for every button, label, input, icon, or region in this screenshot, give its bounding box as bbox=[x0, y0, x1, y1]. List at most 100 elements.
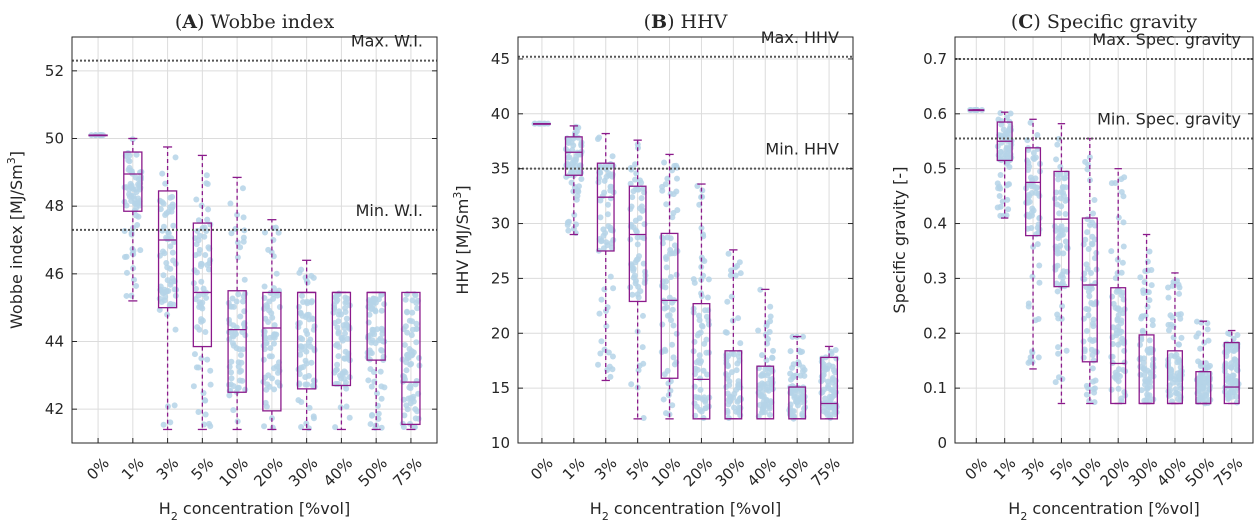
scatter-point bbox=[598, 338, 605, 345]
scatter-point bbox=[565, 139, 572, 146]
scatter-point bbox=[297, 309, 304, 316]
box-rect bbox=[1223, 341, 1240, 405]
scatter-point bbox=[1234, 332, 1241, 339]
title-letter: C bbox=[1018, 11, 1033, 33]
scatter-point bbox=[236, 368, 243, 375]
scatter-point bbox=[595, 179, 602, 186]
panel-title: (C) Specific gravity bbox=[1011, 11, 1198, 33]
scatter-point bbox=[403, 308, 410, 315]
x-tick-label: 20% bbox=[680, 454, 716, 490]
scatter-point bbox=[331, 319, 338, 326]
scatter-point bbox=[728, 350, 735, 357]
scatter-point bbox=[604, 201, 611, 208]
x-tick-label: 0% bbox=[83, 454, 113, 484]
scatter-point bbox=[634, 234, 641, 241]
scatter-point bbox=[831, 406, 838, 413]
scatter-point bbox=[128, 292, 135, 299]
boxes bbox=[532, 123, 839, 420]
scatter-point bbox=[202, 328, 209, 335]
scatter-point bbox=[1059, 279, 1066, 286]
y-tick-label: 0 bbox=[937, 434, 947, 452]
scatter-point bbox=[238, 359, 245, 366]
scatter-point bbox=[1031, 156, 1038, 163]
box-3pct bbox=[1025, 118, 1042, 370]
scatter-point bbox=[600, 226, 607, 233]
scatter-point bbox=[1052, 379, 1059, 386]
scatter-point bbox=[825, 378, 832, 385]
scatter-point bbox=[1121, 174, 1128, 181]
scatter-point bbox=[1139, 328, 1146, 335]
scatter-point bbox=[366, 347, 373, 354]
panel-c: Max. Spec. gravity Min. Spec. gravity 0 0.1… bbox=[890, 11, 1254, 523]
scatter-point bbox=[1140, 359, 1147, 366]
scatter-point bbox=[703, 349, 710, 356]
scatter-point bbox=[302, 381, 309, 388]
scatter-point bbox=[234, 239, 241, 246]
scatter-point bbox=[306, 404, 313, 411]
axes-frame bbox=[517, 36, 854, 444]
scatter-point bbox=[1025, 300, 1032, 307]
scatter-point bbox=[730, 394, 737, 401]
title-text: Wobbe index bbox=[210, 11, 334, 33]
scatter-point bbox=[308, 272, 315, 279]
scatter-point bbox=[695, 330, 702, 337]
scatter-point bbox=[767, 303, 774, 310]
scatter-point bbox=[821, 365, 828, 372]
scatter-point bbox=[1233, 343, 1240, 350]
scatter-point bbox=[1121, 340, 1128, 347]
reference-line: Min. HHV bbox=[518, 140, 853, 170]
scatter-point bbox=[205, 244, 212, 251]
scatter-point bbox=[766, 405, 773, 412]
scatter-point bbox=[234, 211, 241, 218]
scatter-point bbox=[1004, 150, 1011, 157]
scatter-point bbox=[332, 424, 339, 431]
scatter-point bbox=[409, 395, 416, 402]
scatter-point bbox=[375, 415, 382, 422]
scatter-point bbox=[1088, 269, 1095, 276]
scatter-point bbox=[199, 317, 206, 324]
x-axis: 0%1%3%5%10%20%30%40%50%75% bbox=[961, 438, 1246, 490]
scatter-point bbox=[1086, 154, 1093, 161]
scatter-point bbox=[192, 252, 199, 259]
reference-line-label: Max. Spec. gravity bbox=[1092, 30, 1241, 49]
scatter-point bbox=[769, 385, 776, 392]
scatter-point bbox=[826, 362, 833, 369]
scatter-point bbox=[1176, 284, 1183, 291]
scatter-point bbox=[295, 324, 302, 331]
scatter-point bbox=[1167, 391, 1174, 398]
scatter-point bbox=[167, 243, 174, 250]
scatter-point bbox=[1175, 396, 1182, 403]
scatter-point bbox=[378, 325, 385, 332]
scatter-point bbox=[413, 339, 420, 346]
scatter-point bbox=[1086, 397, 1093, 404]
scatter-point bbox=[1173, 351, 1180, 358]
scatter-point bbox=[1136, 341, 1143, 348]
scatter-point bbox=[1086, 221, 1093, 228]
scatter-point bbox=[1113, 288, 1120, 295]
x-axis-label-prefix: H bbox=[590, 499, 602, 518]
scatter-point bbox=[267, 334, 274, 341]
x-axis-label-sub: 2 bbox=[1020, 510, 1027, 523]
scatter-point bbox=[303, 348, 310, 355]
scatter-point bbox=[303, 360, 310, 367]
box-0pct bbox=[532, 123, 551, 125]
scatter-point bbox=[691, 338, 698, 345]
scatter-point bbox=[607, 224, 614, 231]
scatter-point bbox=[567, 169, 574, 176]
scatter-point bbox=[727, 272, 734, 279]
scatter-point bbox=[408, 332, 415, 339]
scatter-point bbox=[1093, 299, 1100, 306]
scatter-point bbox=[1206, 376, 1213, 383]
box-rect bbox=[157, 190, 178, 309]
y-tick-label: 0.1 bbox=[923, 379, 947, 397]
scatter-point bbox=[237, 352, 244, 359]
scatter-point bbox=[132, 186, 139, 193]
scatter-point bbox=[669, 299, 676, 306]
scatter-point bbox=[240, 293, 247, 300]
scatter-point bbox=[1025, 146, 1032, 153]
reference-line: Min. W.I. bbox=[72, 201, 437, 231]
y-tick-label: 20 bbox=[491, 324, 510, 342]
scatter-point bbox=[1060, 268, 1067, 275]
panel-title: (A) Wobbe index bbox=[175, 11, 335, 33]
scatter-point bbox=[1169, 314, 1176, 321]
